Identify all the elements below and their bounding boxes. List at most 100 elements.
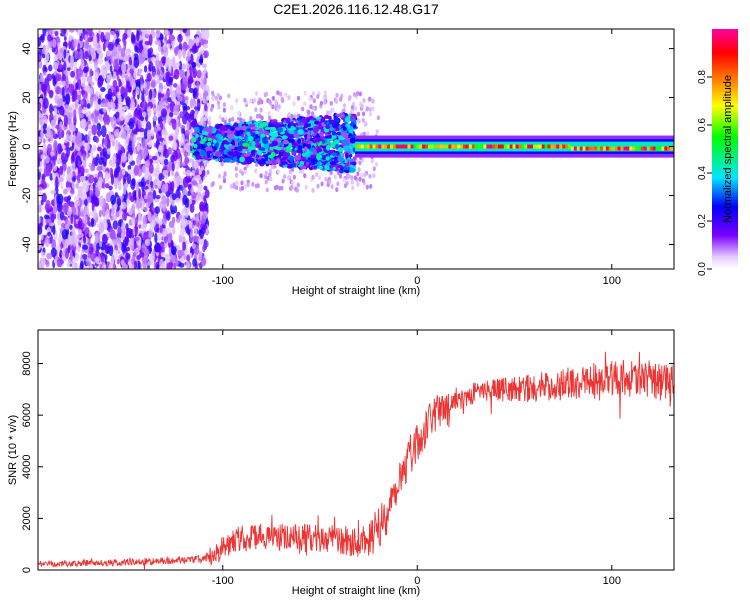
spectrogram-cell	[547, 144, 551, 149]
spectrogram-cell	[78, 232, 84, 238]
spectrogram-cell	[117, 94, 122, 105]
spectrogram-cell	[597, 146, 601, 151]
spectrogram-cell	[181, 63, 186, 70]
spectrogram-cell	[182, 114, 188, 125]
spectrogram-cell	[105, 32, 111, 41]
spectrogram-cell	[111, 92, 115, 97]
spectrogram-cell	[91, 124, 97, 136]
spectrogram-cell	[122, 212, 127, 221]
spectrogram-cell	[251, 149, 256, 156]
spectrogram-cell	[242, 125, 247, 131]
spectrogram-cell	[176, 175, 183, 185]
spectrogram-cell	[166, 261, 173, 269]
spectrogram-cell	[89, 95, 94, 107]
spectrogram-cell	[339, 96, 343, 102]
spectrogram-cell	[41, 84, 47, 93]
spectrogram-cell	[303, 101, 307, 107]
spectrogram-cell	[368, 107, 372, 112]
spectrogram-cell	[138, 42, 143, 53]
spectrogram-cell	[170, 253, 176, 264]
spectrogram-cell	[292, 101, 296, 106]
spectrogram-cell	[204, 131, 208, 136]
spectrogram-cell	[264, 170, 268, 176]
spectrogram-cell	[281, 178, 285, 184]
spectrogram-cell	[65, 239, 71, 246]
spectrogram-cell	[329, 101, 333, 106]
spectrogram-cell	[112, 220, 119, 230]
spectrogram-cell	[177, 33, 183, 43]
spectrogram-cell	[142, 111, 147, 118]
spectrogram-cell	[521, 144, 525, 149]
spectrogram-cell	[198, 170, 202, 175]
spectrogram-cell	[269, 136, 275, 141]
spectrogram-cell	[46, 83, 51, 94]
spectrogram-cell	[342, 177, 346, 183]
spectrogram-cell	[173, 150, 178, 162]
spectrogram-cell	[357, 118, 361, 123]
spectrogram-cell	[130, 179, 136, 191]
spectrogram-cell	[515, 144, 519, 149]
spectrogram-cell	[342, 103, 347, 108]
spectrogram-cell	[658, 146, 662, 151]
spectrogram-cell	[55, 72, 60, 82]
spectrogram-cell	[157, 104, 163, 111]
spectrogram-cell	[314, 120, 319, 125]
spectrogram-cell	[363, 144, 367, 149]
spectrogram-cell	[96, 166, 102, 172]
spectrogram-cell	[113, 71, 117, 77]
spectrogram-cell	[97, 57, 104, 65]
spectrogram-cell	[107, 41, 114, 51]
spectrogram-cell	[80, 58, 85, 71]
spectrogram-cell	[84, 34, 88, 41]
spectrogram-cell	[54, 124, 61, 129]
spectrogram-cell	[59, 211, 65, 221]
spectrogram-cell	[267, 111, 271, 116]
spectrogram-cell	[255, 113, 260, 119]
spectrogram-cell	[376, 115, 380, 121]
spectrogram-cell	[264, 91, 269, 97]
spectrogram-cell	[102, 218, 107, 224]
spectrogram-cell	[193, 144, 198, 149]
spectrogram-cell	[191, 159, 195, 170]
spectrogram-cell	[45, 44, 50, 53]
spectrogram-cell	[222, 107, 226, 113]
spectrogram-cell	[83, 66, 89, 74]
spectrogram-cell	[591, 146, 595, 151]
spectrogram-cell	[82, 253, 88, 260]
colorbar-tick-label: 0.0	[697, 262, 708, 276]
spectrogram-cell	[287, 112, 291, 118]
spectrogram-cell	[132, 53, 139, 61]
spectrogram-cell	[372, 166, 376, 172]
spectrogram-cell	[291, 151, 295, 156]
spectrogram-cell	[89, 263, 93, 269]
spectrogram-cell	[129, 150, 133, 156]
spectrogram-cell	[90, 81, 95, 86]
spectrogram-cell	[54, 107, 58, 116]
spectrogram-cell	[163, 235, 168, 244]
snr-series-line	[38, 351, 674, 570]
spectrogram-cell	[268, 168, 272, 174]
y-tick-label: -40	[21, 237, 33, 253]
spectrogram-cell	[76, 94, 81, 101]
spectrogram-cell	[50, 119, 57, 128]
spectrogram-cell	[185, 56, 191, 62]
spectrogram-cell	[92, 144, 97, 152]
spectrogram-cell	[119, 81, 123, 87]
spectrogram-cell	[171, 90, 176, 102]
spectrogram-cell	[171, 162, 175, 172]
spectrogram-cell	[307, 109, 311, 115]
spectrogram-cell	[187, 75, 194, 85]
spectrogram-cell	[100, 102, 105, 107]
spectrogram-cell	[69, 251, 73, 262]
spectrogram-cell	[173, 69, 180, 80]
spectrogram-cell	[270, 151, 276, 157]
spectrogram-cell	[223, 154, 228, 158]
chart-title: C2E1.2026.116.12.48.G17	[273, 1, 439, 17]
spectrogram-cell	[70, 188, 75, 195]
spectrogram-cell	[122, 168, 126, 176]
spectrogram-cell	[47, 34, 52, 42]
spectrogram-cell	[538, 144, 542, 149]
spectrogram-cell	[154, 206, 160, 215]
spectrogram-cell	[127, 164, 132, 171]
